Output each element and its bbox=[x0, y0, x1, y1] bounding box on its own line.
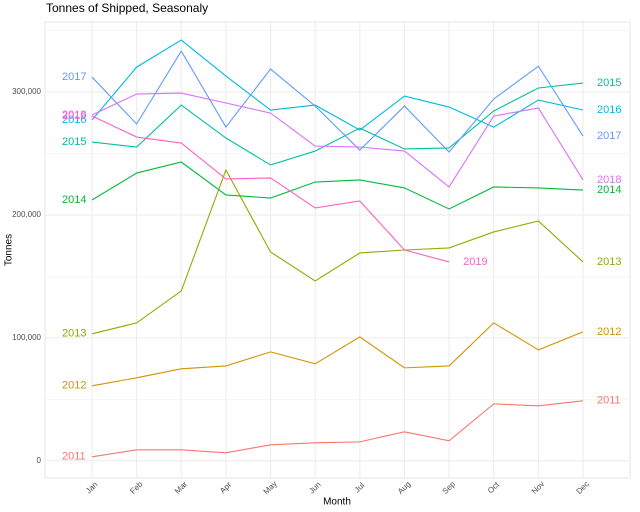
series-end-label: 2015 bbox=[597, 77, 621, 89]
y-axis-label: Tonnes bbox=[4, 234, 15, 266]
series-start-label: 2013 bbox=[62, 328, 86, 340]
x-tick-label: May bbox=[262, 479, 279, 496]
y-tick-label: 300,000 bbox=[12, 87, 41, 96]
series-line bbox=[91, 39, 584, 131]
x-tick-label: Jul bbox=[353, 481, 367, 495]
series-start-label: 2019 bbox=[62, 110, 86, 122]
series-line bbox=[91, 168, 584, 335]
x-tick-label: Aug bbox=[396, 480, 412, 496]
series-line bbox=[91, 50, 584, 153]
series-end-label: 2011 bbox=[597, 395, 621, 407]
series-start-label: 2017 bbox=[62, 71, 86, 83]
series-line bbox=[91, 82, 584, 166]
series-end-label: 2016 bbox=[597, 104, 621, 116]
x-tick-label: Jun bbox=[307, 480, 322, 495]
series-start-label: 2018 bbox=[62, 109, 86, 121]
y-tick-label: 100,000 bbox=[12, 333, 41, 342]
x-tick-label: Nov bbox=[530, 480, 546, 496]
series-end-label: 2019 bbox=[463, 256, 487, 268]
series-end-label: 2013 bbox=[597, 256, 621, 268]
y-tick-label: 0 bbox=[37, 456, 42, 465]
x-axis-label: Month bbox=[323, 497, 351, 508]
x-tick-label: Feb bbox=[128, 479, 145, 496]
x-tick-label: Oct bbox=[486, 480, 502, 496]
series-start-label: 2011 bbox=[62, 451, 86, 463]
x-tick-label: Sep bbox=[441, 479, 458, 496]
series-line bbox=[91, 115, 450, 263]
series-start-label: 2016 bbox=[62, 114, 86, 126]
series-line bbox=[91, 161, 584, 210]
series-start-label: 2015 bbox=[62, 136, 86, 148]
x-tick-label: Dec bbox=[575, 480, 591, 496]
x-tick-label: Apr bbox=[218, 480, 233, 495]
y-tick-label: 200,000 bbox=[12, 210, 41, 219]
x-tick-label: Mar bbox=[173, 479, 189, 495]
series-end-label: 2018 bbox=[597, 174, 621, 186]
x-tick-label: Jan bbox=[84, 480, 99, 495]
series-start-label: 2012 bbox=[62, 380, 86, 392]
series-end-label: 2012 bbox=[597, 326, 621, 338]
series-start-label: 2014 bbox=[62, 194, 86, 206]
series-line bbox=[91, 92, 584, 188]
series-end-label: 2017 bbox=[597, 130, 621, 142]
panel-border bbox=[44, 21, 631, 479]
series-line bbox=[91, 322, 584, 387]
series-line bbox=[91, 400, 584, 458]
series-end-label: 2014 bbox=[597, 184, 621, 196]
chart-title: Tonnes of Shipped, Seasonaly bbox=[46, 1, 208, 15]
